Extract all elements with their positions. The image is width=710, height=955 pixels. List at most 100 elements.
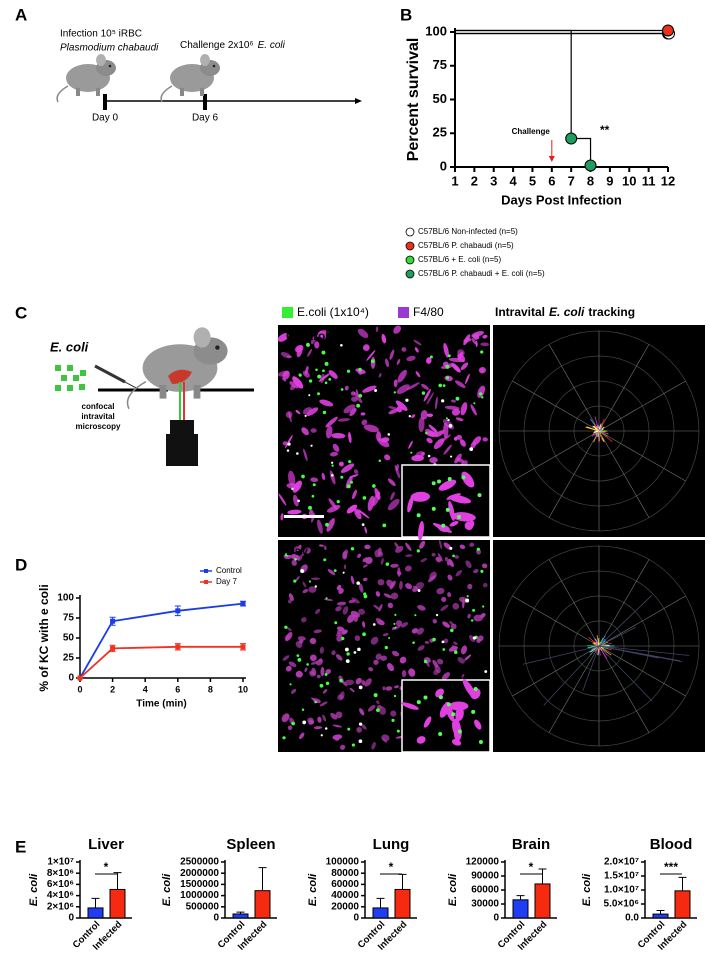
macrophage <box>282 370 290 380</box>
y-axis-label: Percent survival <box>405 38 422 162</box>
macrophage <box>284 634 290 642</box>
macrophage <box>476 638 481 643</box>
method-text: confocal <box>82 402 115 411</box>
macrophage <box>295 409 301 415</box>
macrophage <box>397 567 401 577</box>
macrophage <box>326 518 335 532</box>
legend-marker <box>405 241 415 251</box>
bacterium <box>317 392 320 396</box>
macrophage <box>440 604 449 612</box>
macrophage <box>309 670 315 675</box>
bacterium <box>372 484 376 488</box>
panel-label: A <box>15 5 27 24</box>
macrophage <box>470 688 481 700</box>
macrophage <box>309 654 317 662</box>
macrophage <box>442 621 450 628</box>
bacterium <box>358 722 363 726</box>
macrophage <box>350 575 355 585</box>
mouse-eye <box>215 345 220 350</box>
bacterium <box>342 571 345 574</box>
mouse-leg <box>180 88 184 96</box>
macrophage <box>384 454 391 461</box>
macrophage <box>306 407 319 417</box>
bacterium <box>472 608 476 612</box>
macrophage <box>456 457 465 463</box>
y-axis-label: E. coli <box>307 873 319 906</box>
macrophage <box>373 659 379 665</box>
macrophage <box>316 519 323 534</box>
bacterium <box>282 736 286 740</box>
bacterium <box>331 461 334 464</box>
bacterium <box>445 507 450 512</box>
x-tick-label: 1 <box>451 173 458 188</box>
macrophage <box>280 513 284 521</box>
macrophage <box>387 602 394 609</box>
bacterium <box>441 523 446 528</box>
macrophage <box>311 577 321 580</box>
legend-label: F4/80 <box>413 305 444 319</box>
macrophage <box>407 496 414 513</box>
tracking-axis <box>548 344 600 432</box>
macrophage <box>320 333 326 339</box>
liver-icon <box>168 369 192 384</box>
microscope <box>166 434 198 466</box>
y-tick-label: 0 <box>493 913 499 924</box>
mouse-eye <box>212 64 216 68</box>
track <box>598 645 690 656</box>
macrophage <box>281 713 290 723</box>
macrophage <box>426 413 434 418</box>
tracking-axis <box>512 380 600 432</box>
bar <box>652 913 669 919</box>
y-tick-label: 40000 <box>331 890 359 901</box>
macrophage <box>293 546 298 553</box>
macrophage <box>461 471 475 488</box>
bacterium <box>293 579 297 583</box>
macrophage <box>460 645 468 655</box>
macrophage <box>303 448 308 462</box>
macrophage <box>344 679 355 686</box>
point <box>175 608 181 614</box>
track <box>598 645 653 702</box>
y-tick-label: 20000 <box>331 901 359 912</box>
track <box>598 594 653 647</box>
survival-line <box>455 29 592 166</box>
macrophage <box>462 598 465 609</box>
macrophage <box>413 339 422 346</box>
bacterium <box>347 727 351 731</box>
bar <box>87 907 104 919</box>
macrophage <box>390 491 395 501</box>
legend-swatch <box>398 307 409 318</box>
bacterium <box>284 625 288 629</box>
macrophage <box>291 688 297 694</box>
y-tick-label: 0 <box>68 913 74 924</box>
y-tick-label: 100000 <box>326 857 360 868</box>
macrophage <box>318 658 323 663</box>
point <box>110 645 116 651</box>
macrophage <box>302 581 307 588</box>
macrophage <box>473 334 480 340</box>
bacterium <box>457 729 462 734</box>
panel-label: C <box>15 303 27 322</box>
bacterium <box>346 369 351 373</box>
macrophage <box>361 680 366 686</box>
tracking-axis <box>598 595 686 647</box>
bacterium <box>325 681 330 686</box>
bacterium <box>296 452 299 455</box>
macrophage <box>335 606 342 612</box>
bacterium <box>393 694 397 698</box>
macrophage <box>451 408 461 416</box>
bacterium <box>416 549 420 553</box>
macrophage <box>416 736 426 744</box>
macrophage <box>364 678 372 687</box>
timeline-arrow <box>355 98 362 104</box>
panel-label: E <box>15 837 26 856</box>
macrophage <box>467 520 475 530</box>
macrophage <box>375 591 381 597</box>
macrophage <box>295 576 300 581</box>
mouse-leg <box>159 385 167 399</box>
macrophage <box>443 343 449 358</box>
macrophage <box>444 556 449 562</box>
macrophage <box>421 383 429 390</box>
track <box>598 430 609 437</box>
macrophage <box>423 388 431 402</box>
